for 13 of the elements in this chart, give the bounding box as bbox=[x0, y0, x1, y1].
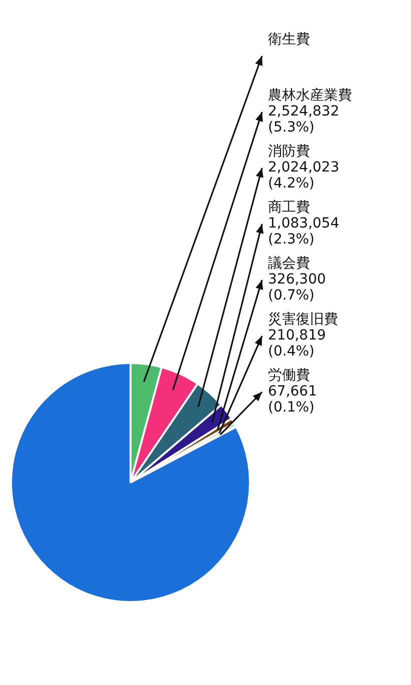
slice-label: 消防費 bbox=[268, 144, 310, 160]
data-label: 2,024,023 (4.2%) bbox=[268, 160, 340, 192]
slice-label: 商工費 bbox=[268, 200, 310, 216]
data-label: 210,819 (0.4%) bbox=[268, 328, 326, 360]
data-label: 2,524,832 (5.3%) bbox=[268, 104, 340, 136]
data-label: 326,300 (0.7%) bbox=[268, 272, 326, 304]
slice-label: 議会費 bbox=[268, 256, 310, 272]
slice-label: 労働費 bbox=[268, 368, 310, 384]
slice-label: 災害復旧費 bbox=[268, 312, 338, 328]
slice-label: 農林水産業費 bbox=[268, 88, 352, 104]
slice-label: 衛生費 bbox=[268, 32, 310, 48]
data-label: 67,661 (0.1%) bbox=[268, 384, 317, 416]
data-label: 1,083,054 (2.3%) bbox=[268, 216, 340, 248]
